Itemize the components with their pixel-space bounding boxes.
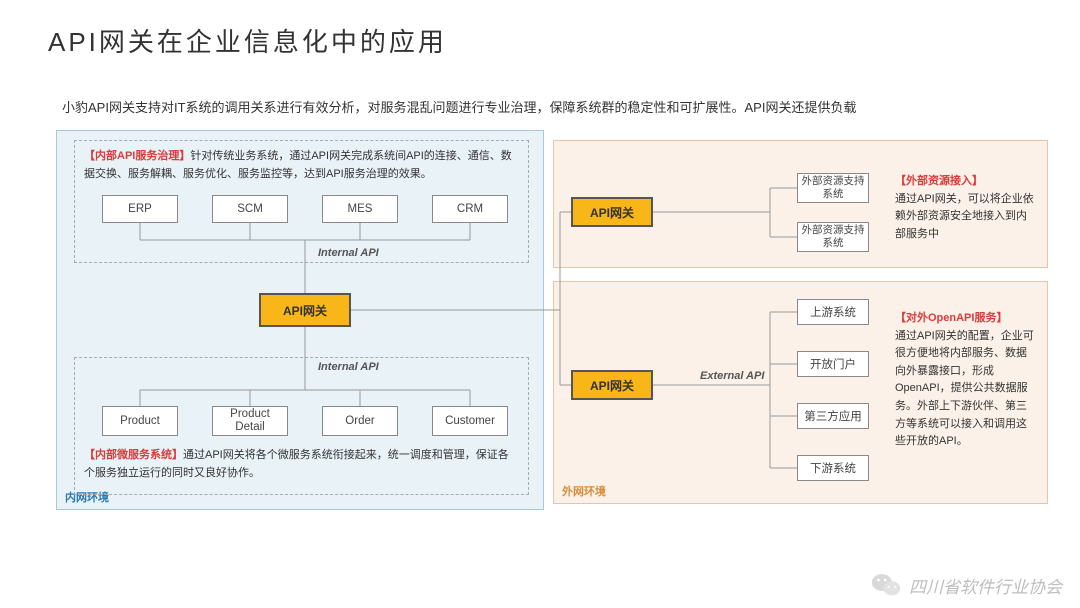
right-bottom-gateway: API网关 [571, 370, 653, 400]
node-downstream: 下游系统 [797, 455, 869, 481]
node-upstream: 上游系统 [797, 299, 869, 325]
external-api-label: External API [700, 370, 764, 382]
right-top-desc-head: 【外部资源接入】 [895, 173, 1035, 191]
node-third-party: 第三方应用 [797, 403, 869, 429]
watermark-text: 四川省软件行业协会 [909, 573, 1062, 598]
left-bottom-desc-head: 【内部微服务系统】 [84, 449, 183, 461]
left-top-desc-head: 【内部API服务治理】 [84, 150, 190, 162]
internal-api-label-bottom: Internal API [318, 361, 379, 373]
right-panel-label: 外网环境 [562, 483, 606, 499]
node-crm: CRM [432, 195, 508, 223]
right-bottom-desc: 【对外OpenAPI服务】 通过API网关的配置，企业可很方便地将内部服务、数据… [895, 310, 1035, 451]
right-bottom-desc-head: 【对外OpenAPI服务】 [895, 310, 1035, 328]
node-scm: SCM [212, 195, 288, 223]
watermark: 四川省软件行业协会 [871, 572, 1062, 598]
node-mes: MES [322, 195, 398, 223]
page-subtitle: 小豹API网关支持对IT系统的调用关系进行有效分析，对服务混乱问题进行专业治理，… [62, 97, 856, 116]
center-gateway: API网关 [259, 293, 351, 327]
node-product-detail: Product Detail [212, 406, 288, 436]
left-top-desc: 【内部API服务治理】针对传统业务系统，通过API网关完成系统间API的连接、通… [84, 148, 519, 183]
left-bottom-desc: 【内部微服务系统】通过API网关将各个微服务系统衔接起来，统一调度和管理，保证各… [84, 447, 519, 482]
right-top-desc-body: 通过API网关，可以将企业依赖外部资源安全地接入到内部服务中 [895, 191, 1035, 244]
node-customer: Customer [432, 406, 508, 436]
node-product: Product [102, 406, 178, 436]
internal-api-label-top: Internal API [318, 247, 379, 259]
right-top-desc: 【外部资源接入】 通过API网关，可以将企业依赖外部资源安全地接入到内部服务中 [895, 173, 1035, 243]
node-ext-res-2: 外部资源支持系统 [797, 222, 869, 252]
node-ext-res-1: 外部资源支持系统 [797, 173, 869, 203]
node-erp: ERP [102, 195, 178, 223]
right-bottom-desc-body: 通过API网关的配置，企业可很方便地将内部服务、数据向外暴露接口，形成OpenA… [895, 328, 1035, 451]
wechat-icon [871, 572, 901, 598]
right-top-gateway: API网关 [571, 197, 653, 227]
page-title: API网关在企业信息化中的应用 [48, 22, 447, 59]
node-open-portal: 开放门户 [797, 351, 869, 377]
node-order: Order [322, 406, 398, 436]
